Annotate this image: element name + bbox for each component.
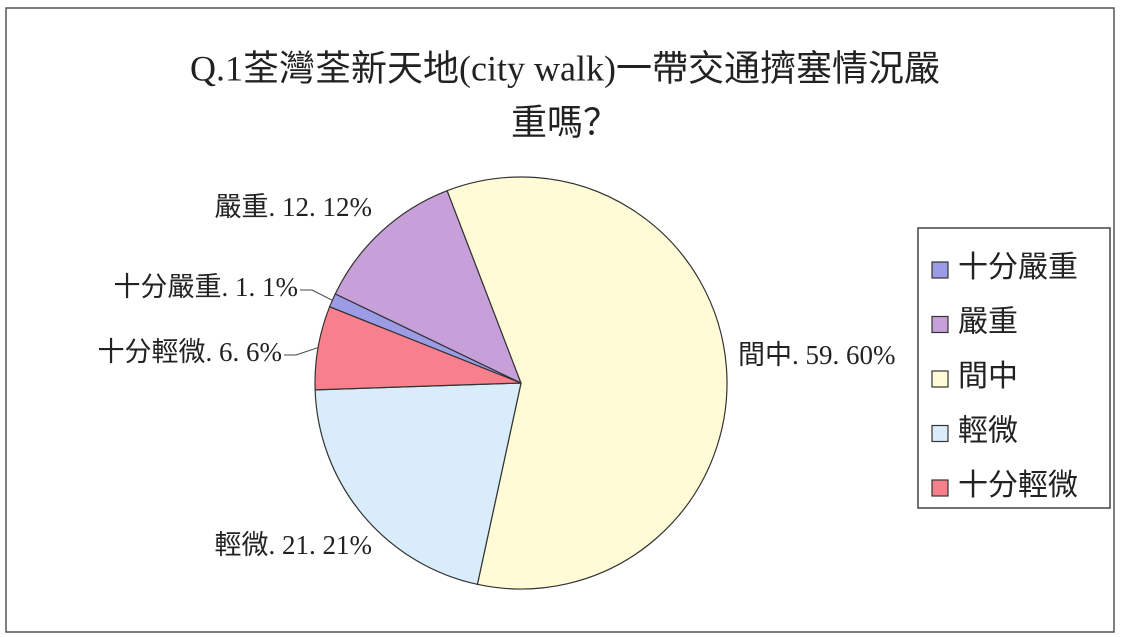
data-label: 十分輕微. 6. 6% xyxy=(98,337,283,367)
legend-swatch xyxy=(931,424,949,443)
legend-label: 嚴重 xyxy=(958,305,1018,338)
leader-line xyxy=(284,347,319,356)
pie-slice xyxy=(446,176,728,590)
data-label: 十分嚴重. 1. 1% xyxy=(114,272,299,302)
chart-title: Q.1荃灣荃新天地(city walk)一帶交通擠塞情況嚴 xyxy=(190,48,940,88)
data-label: 嚴重. 12. 12% xyxy=(215,192,373,222)
chart-title: 重嗎？ xyxy=(511,102,619,142)
legend-box xyxy=(917,227,1111,509)
data-label: 間中. 59. 60% xyxy=(738,340,896,370)
legend-swatch xyxy=(931,261,949,279)
legend-swatch xyxy=(931,370,949,388)
legend-label: 十分嚴重 xyxy=(958,251,1078,284)
pie-slice xyxy=(314,306,522,391)
legend-swatch xyxy=(931,315,949,334)
leader-line xyxy=(300,289,333,301)
legend-label: 輕微 xyxy=(958,414,1018,447)
pie-slice xyxy=(334,189,523,385)
data-label: 輕微. 21. 21% xyxy=(215,530,373,560)
pie-slice xyxy=(314,382,522,586)
legend-swatch xyxy=(931,479,949,497)
legend-label: 十分輕微 xyxy=(958,469,1078,502)
legend-label: 間中 xyxy=(958,360,1018,393)
